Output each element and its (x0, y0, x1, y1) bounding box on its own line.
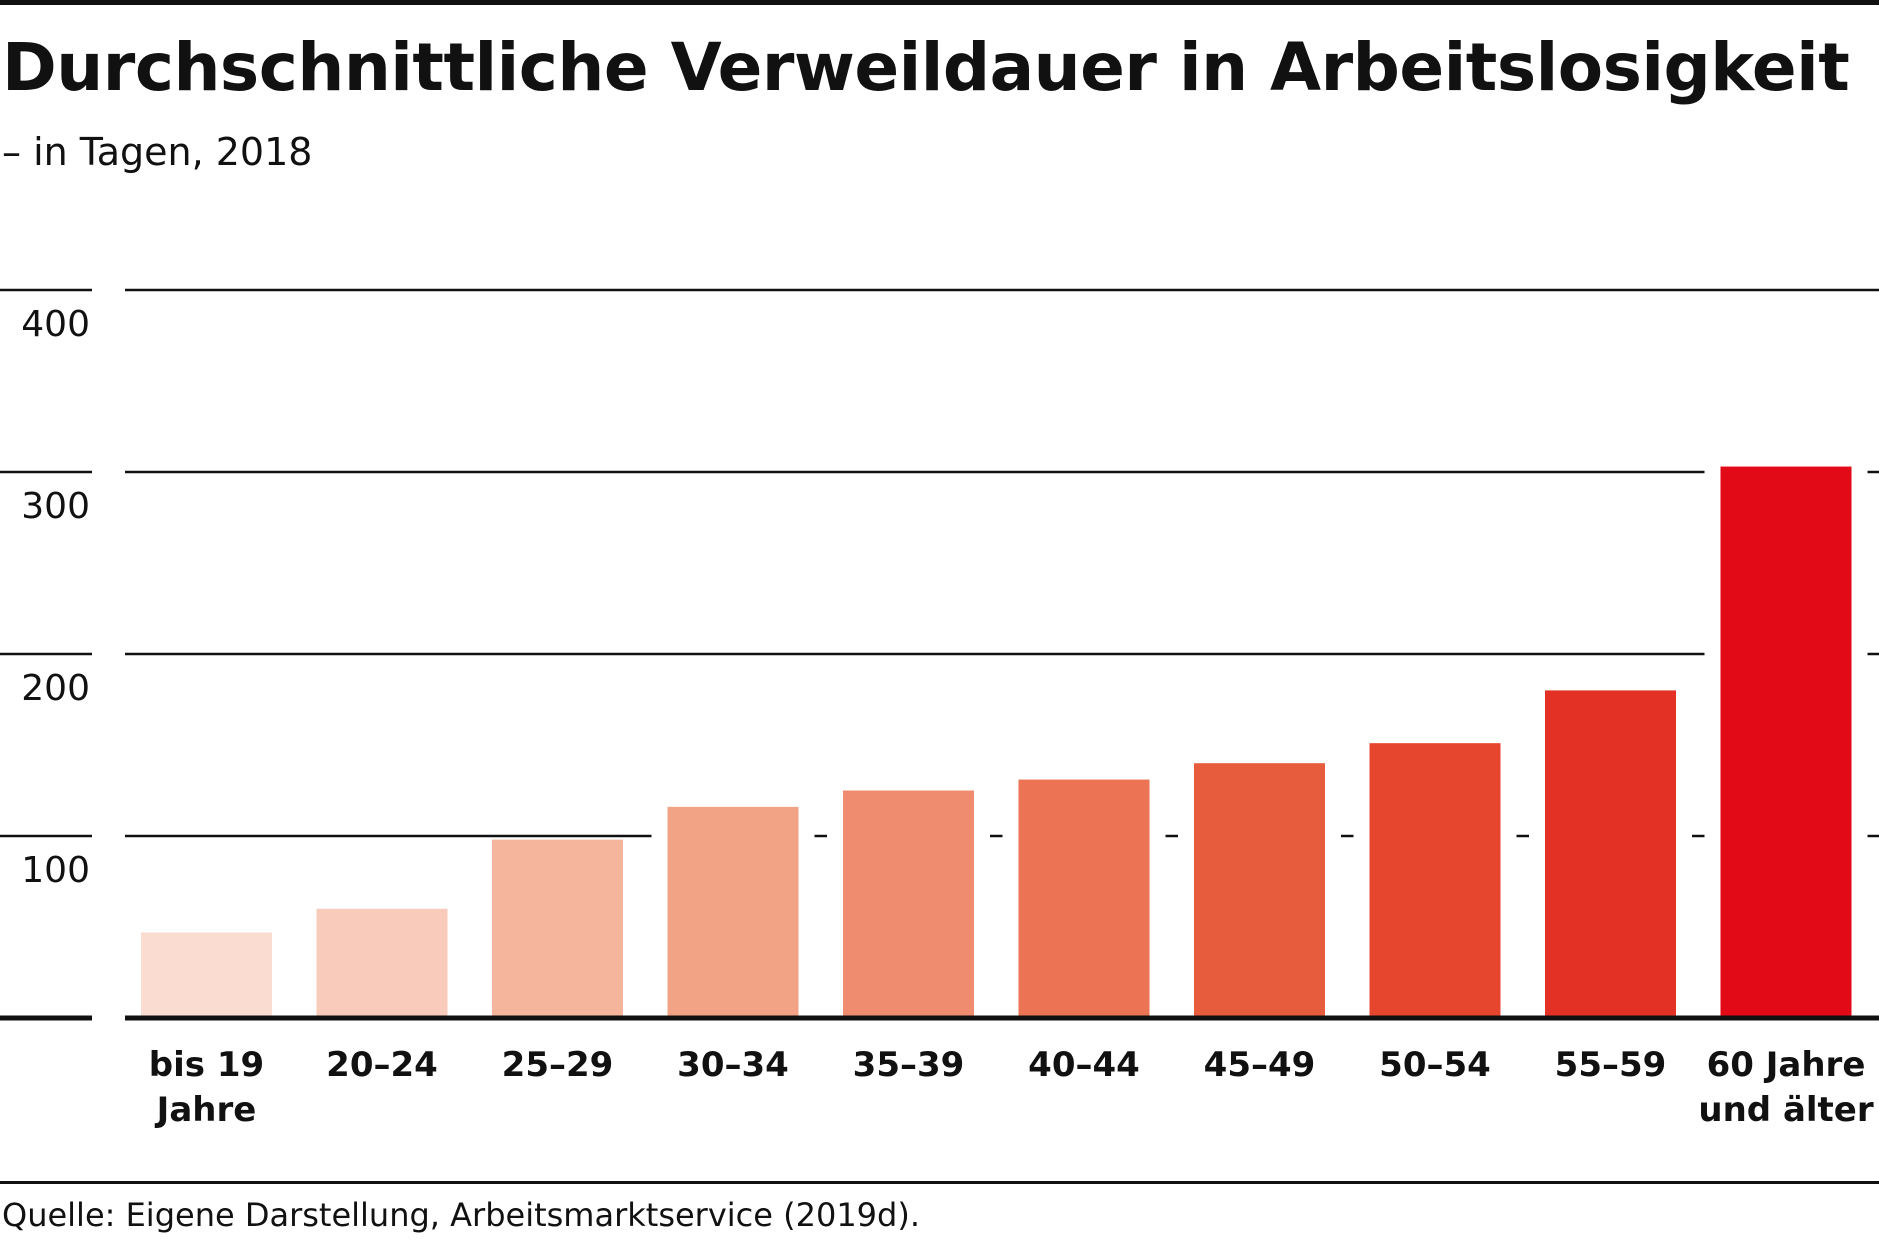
x-tick-label-0-0: bis 19 (149, 1045, 264, 1085)
top-rule (0, 0, 1879, 5)
y-tick-label-200: 200 (21, 668, 90, 709)
bar-4 (843, 790, 974, 1018)
bottom-rule (0, 1181, 1879, 1184)
x-tick-label-8-0: 55–59 (1555, 1045, 1667, 1085)
y-tick-label-300: 300 (21, 486, 90, 527)
x-tick-label-5-0: 40–44 (1028, 1045, 1140, 1085)
source-note: Quelle: Eigene Darstellung, Arbeitsmarkt… (2, 1196, 920, 1234)
bar-chart: 400 300 200 100 bis 19 Jahre 20–24 25–29 30–34 35… (0, 288, 1879, 1130)
chart-subtitle: – in Tagen, 2018 (2, 130, 313, 174)
x-tick-label-7-0: 50–54 (1379, 1045, 1491, 1085)
x-tick-label-2-0: 25–29 (502, 1045, 614, 1085)
x-tick-label-0-1: Jahre (155, 1090, 257, 1130)
x-tick-label-9-1: und älter (1698, 1090, 1873, 1130)
bar-6 (1194, 763, 1325, 1018)
bar-7 (1369, 743, 1501, 1018)
bar-0 (141, 932, 272, 1018)
chart-title: Durchschnittliche Verweildauer in Arbeit… (2, 29, 1850, 106)
x-tick-label-9-0: 60 Jahre (1707, 1045, 1866, 1085)
bar-8 (1545, 690, 1676, 1018)
x-tick-label-3-0: 30–34 (677, 1045, 789, 1085)
bar-3 (667, 806, 799, 1018)
bar-2 (492, 839, 623, 1018)
y-tick-label-100: 100 (21, 850, 90, 891)
x-tick-label-4-0: 35–39 (853, 1045, 965, 1085)
bar-1 (316, 908, 448, 1018)
y-tick-label-400: 400 (21, 304, 90, 345)
x-tick-label-6-0: 45–49 (1204, 1045, 1316, 1085)
x-tick-label-1-0: 20–24 (326, 1045, 438, 1085)
bar-9 (1720, 466, 1852, 1018)
bar-5 (1018, 779, 1150, 1018)
